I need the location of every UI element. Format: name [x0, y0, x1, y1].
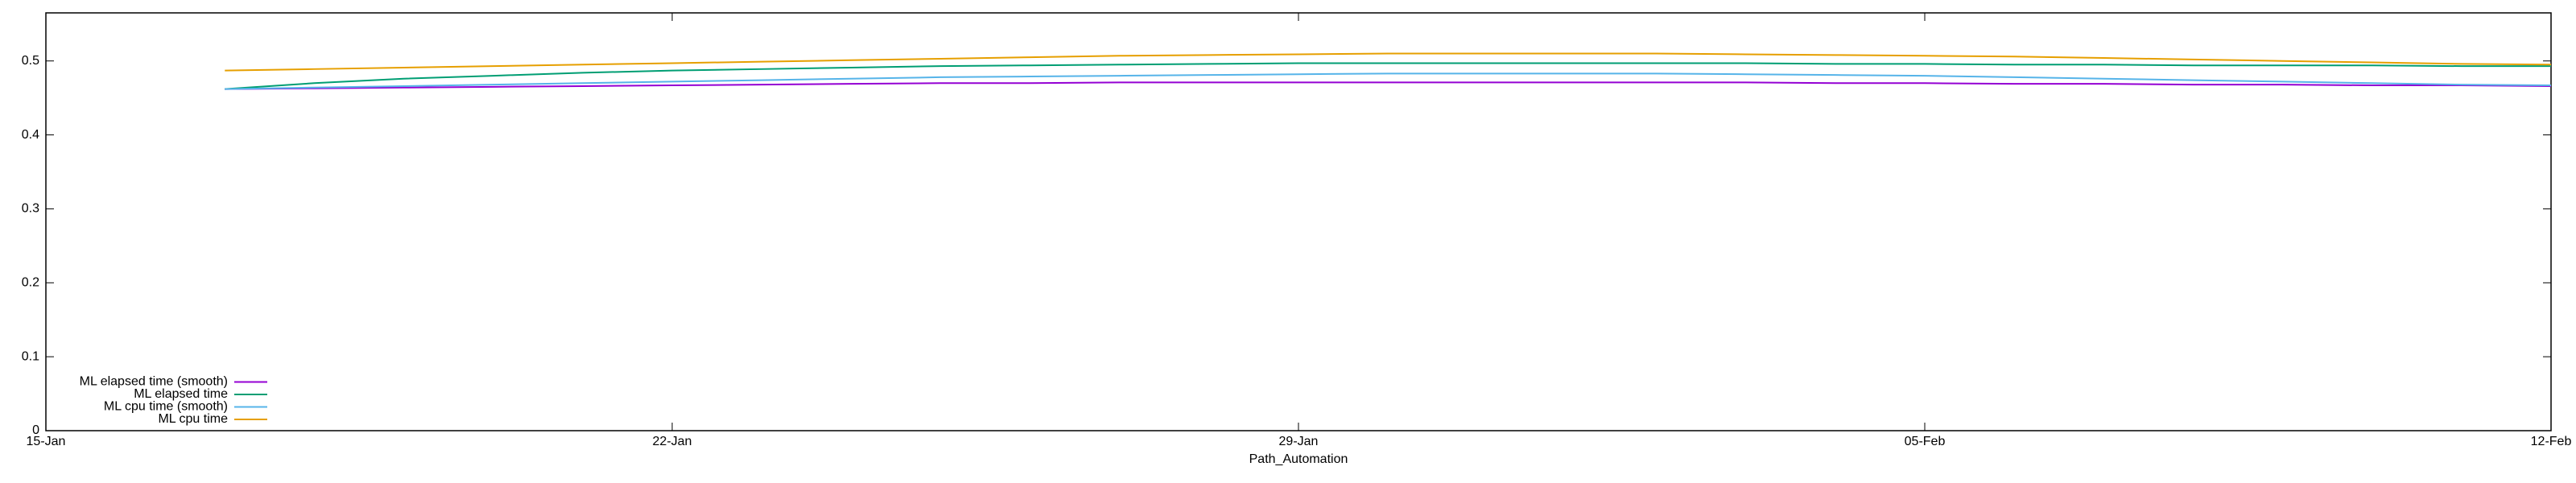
x-tick-label: 15-Jan [27, 435, 66, 448]
legend-label: ML elapsed time (smooth) [80, 375, 228, 389]
y-tick-label: 0.2 [22, 276, 39, 290]
legend-label: ML cpu time (smooth) [104, 400, 228, 414]
series-line [225, 52, 2552, 72]
y-tick-label: 0.5 [22, 54, 39, 68]
y-tick-label: 0.1 [22, 349, 39, 363]
x-tick-label: 22-Jan [653, 435, 692, 448]
series-line [225, 72, 2552, 90]
x-tick-label: 05-Feb [1905, 435, 1946, 448]
y-tick-label: 0 [32, 423, 39, 437]
x-axis-label: Path_Automation [1249, 452, 1348, 466]
y-tick-label: 0.4 [22, 128, 39, 142]
x-tick-label: 12-Feb [2531, 435, 2572, 448]
series-line [225, 81, 2552, 90]
legend-label: ML cpu time [158, 412, 228, 426]
series-line [225, 62, 2551, 90]
plot-frame [45, 12, 2552, 431]
y-tick-label: 0.3 [22, 202, 39, 216]
legend-label: ML elapsed time [134, 387, 228, 401]
x-tick-label: 29-Jan [1279, 435, 1319, 448]
